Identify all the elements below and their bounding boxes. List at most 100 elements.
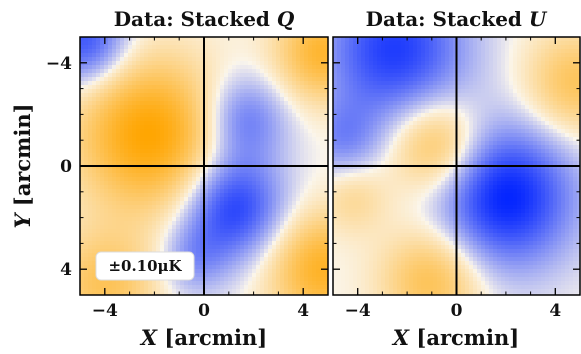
- heatmap-cell: [80, 89, 85, 94]
- heatmap-cell: [128, 85, 133, 90]
- heatmap-cell: [276, 289, 281, 294]
- heatmap-cell: [312, 189, 317, 194]
- heatmap-cell: [248, 41, 253, 46]
- heatmap-cell: [349, 37, 354, 42]
- heatmap-cell: [188, 125, 193, 130]
- heatmap-cell: [204, 129, 209, 134]
- heatmap-cell: [441, 89, 446, 94]
- heatmap-cell: [132, 229, 137, 234]
- heatmap-cell: [164, 77, 169, 82]
- heatmap-cell: [308, 129, 313, 134]
- heatmap-cell: [164, 209, 169, 214]
- heatmap-cell: [80, 141, 85, 146]
- heatmap-cell: [220, 265, 225, 270]
- heatmap-cell: [240, 209, 245, 214]
- heatmap-cell: [505, 49, 510, 54]
- heatmap-cell: [176, 233, 181, 238]
- heatmap-cell: [208, 101, 213, 106]
- heatmap-cell: [220, 225, 225, 230]
- heatmap-cell: [184, 173, 189, 178]
- heatmap-cell: [200, 181, 205, 186]
- heatmap-cell: [216, 65, 221, 70]
- heatmap-cell: [124, 189, 129, 194]
- heatmap-cell: [236, 201, 241, 206]
- heatmap-cell: [320, 81, 325, 86]
- heatmap-cell: [288, 257, 293, 262]
- heatmap-cell: [272, 269, 277, 274]
- heatmap-cell: [80, 133, 85, 138]
- heatmap-cell: [308, 77, 313, 82]
- heatmap-cell: [228, 105, 233, 110]
- heatmap-cell: [156, 49, 161, 54]
- heatmap-cell: [324, 81, 328, 86]
- heatmap-cell: [88, 61, 93, 66]
- heatmap-cell: [120, 133, 125, 138]
- heatmap-cell: [473, 93, 478, 98]
- heatmap-cell: [132, 241, 137, 246]
- heatmap-cell: [192, 65, 197, 70]
- heatmap-cell: [112, 229, 117, 234]
- heatmap-cell: [280, 137, 285, 142]
- heatmap-cell: [128, 153, 133, 158]
- heatmap-cell: [148, 61, 153, 66]
- heatmap-cell: [292, 105, 297, 110]
- heatmap-cell: [324, 277, 328, 282]
- heatmap-cell: [353, 61, 358, 66]
- heatmap-cell: [84, 253, 89, 258]
- heatmap-cell: [292, 229, 297, 234]
- heatmap-cell: [288, 177, 293, 182]
- heatmap-cell: [377, 85, 382, 90]
- heatmap-cell: [365, 53, 370, 58]
- heatmap-cell: [96, 133, 101, 138]
- heatmap-cell: [204, 137, 209, 142]
- heatmap-cell: [236, 229, 241, 234]
- heatmap-cell: [316, 97, 321, 102]
- heatmap-cell: [220, 229, 225, 234]
- heatmap-cell: [461, 73, 466, 78]
- heatmap-cell: [144, 121, 149, 126]
- heatmap-cell: [409, 45, 414, 50]
- heatmap-cell: [204, 273, 209, 278]
- heatmap-cell: [236, 117, 241, 122]
- heatmap-cell: [393, 81, 398, 86]
- heatmap-cell: [132, 45, 137, 50]
- heatmap-cell: [296, 149, 301, 154]
- heatmap-cell: [268, 37, 273, 42]
- heatmap-cell: [260, 61, 265, 66]
- heatmap-cell: [292, 49, 297, 54]
- heatmap-cell: [401, 49, 406, 54]
- heatmap-cell: [176, 37, 181, 42]
- heatmap-cell: [164, 165, 169, 170]
- heatmap-cell: [244, 225, 249, 230]
- heatmap-cell: [120, 145, 125, 150]
- heatmap-cell: [260, 225, 265, 230]
- heatmap-cell: [541, 37, 546, 42]
- heatmap-cell: [553, 65, 558, 70]
- heatmap-cell: [264, 157, 269, 162]
- heatmap-cell: [280, 289, 285, 294]
- heatmap-cell: [521, 73, 526, 78]
- heatmap-cell: [276, 193, 281, 198]
- heatmap-cell: [180, 57, 185, 62]
- heatmap-cell: [200, 149, 205, 154]
- heatmap-cell: [264, 221, 269, 226]
- heatmap-cell: [168, 169, 173, 174]
- heatmap-cell: [100, 185, 105, 190]
- heatmap-cell: [184, 165, 189, 170]
- heatmap-cell: [84, 93, 89, 98]
- heatmap-cell: [557, 49, 562, 54]
- heatmap-cell: [373, 61, 378, 66]
- heatmap-cell: [517, 37, 522, 42]
- heatmap-cell: [104, 205, 109, 210]
- heatmap-cell: [441, 61, 446, 66]
- heatmap-cell: [108, 53, 113, 58]
- heatmap-cell: [228, 89, 233, 94]
- heatmap-cell: [216, 181, 221, 186]
- heatmap-cell: [84, 257, 89, 262]
- heatmap-cell: [300, 209, 305, 214]
- heatmap-cell: [112, 129, 117, 134]
- heatmap-cell: [276, 117, 281, 122]
- heatmap-cell: [104, 233, 109, 238]
- heatmap-cell: [204, 81, 209, 86]
- heatmap-cell: [256, 97, 261, 102]
